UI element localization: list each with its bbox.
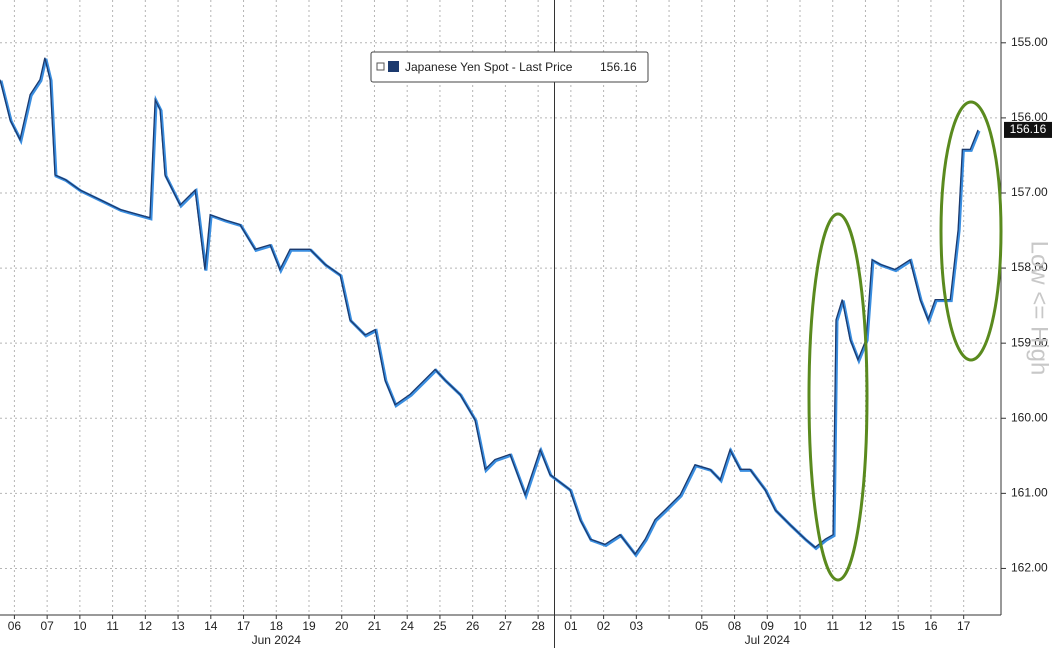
x-tick-label: 25 — [433, 619, 447, 633]
x-tick-label: 05 — [695, 619, 709, 633]
y-tick-label: 155.00 — [1011, 35, 1048, 49]
x-tick-label: 03 — [630, 619, 644, 633]
x-tick-label: 10 — [793, 619, 807, 633]
x-tick-label: 10 — [73, 619, 87, 633]
last-price-tag — [1004, 121, 1052, 138]
x-tick-label: 28 — [531, 619, 545, 633]
x-tick-label: 24 — [401, 619, 415, 633]
x-tick-label: 02 — [597, 619, 611, 633]
legend-swatch — [388, 61, 399, 72]
x-tick-label: 26 — [466, 619, 480, 633]
y-tick-label: 159.00 — [1011, 335, 1048, 349]
legend: Japanese Yen Spot - Last Price 156.16 — [370, 51, 649, 83]
x-tick-label: 17 — [957, 619, 971, 633]
x-tick-label: 16 — [924, 619, 938, 633]
x-tick-label: 21 — [368, 619, 382, 633]
annotation-ellipse — [807, 212, 869, 582]
x-tick-label: 11 — [106, 619, 119, 633]
series-line — [0, 57, 979, 556]
y-tick-label: 156.00 — [1011, 110, 1048, 124]
y-tick-label: 158.00 — [1011, 260, 1048, 274]
month-label: Jun 2024 — [252, 633, 302, 647]
legend-label: Japanese Yen Spot - Last Price — [405, 60, 573, 74]
plot — [0, 57, 981, 558]
x-tick-label: 09 — [761, 619, 775, 633]
x-tick-label: 07 — [40, 619, 54, 633]
month-label: Jul 2024 — [745, 633, 791, 647]
last-price-label: 156.16 — [1010, 122, 1047, 136]
y-tick-label: 162.00 — [1011, 561, 1048, 575]
y-tick-label: 161.00 — [1011, 486, 1048, 500]
y-tick-label: 157.00 — [1011, 185, 1048, 199]
x-tick-label: 14 — [204, 619, 218, 633]
legend-toggle — [376, 62, 385, 71]
x-tick-label: 08 — [728, 619, 742, 633]
axis-note: Low <= High — [1026, 241, 1053, 376]
x-tick-label: 13 — [171, 619, 185, 633]
x-tick-label: 12 — [859, 619, 873, 633]
x-tick-label: 18 — [270, 619, 284, 633]
legend-box — [370, 51, 649, 83]
x-tick-label: 19 — [302, 619, 316, 633]
x-tick-label: 20 — [335, 619, 349, 633]
annotation-ellipse — [939, 100, 1003, 362]
x-tick-label: 12 — [139, 619, 153, 633]
x-tick-label: 17 — [237, 619, 251, 633]
x-tick-label: 01 — [564, 619, 578, 633]
x-tick-label: 15 — [892, 619, 906, 633]
y-tick-label: 160.00 — [1011, 410, 1048, 424]
x-tick-label: 27 — [499, 619, 513, 633]
x-tick-label: 06 — [8, 619, 22, 633]
legend-value: 156.16 — [600, 60, 637, 74]
x-tick-label: 11 — [826, 619, 839, 633]
